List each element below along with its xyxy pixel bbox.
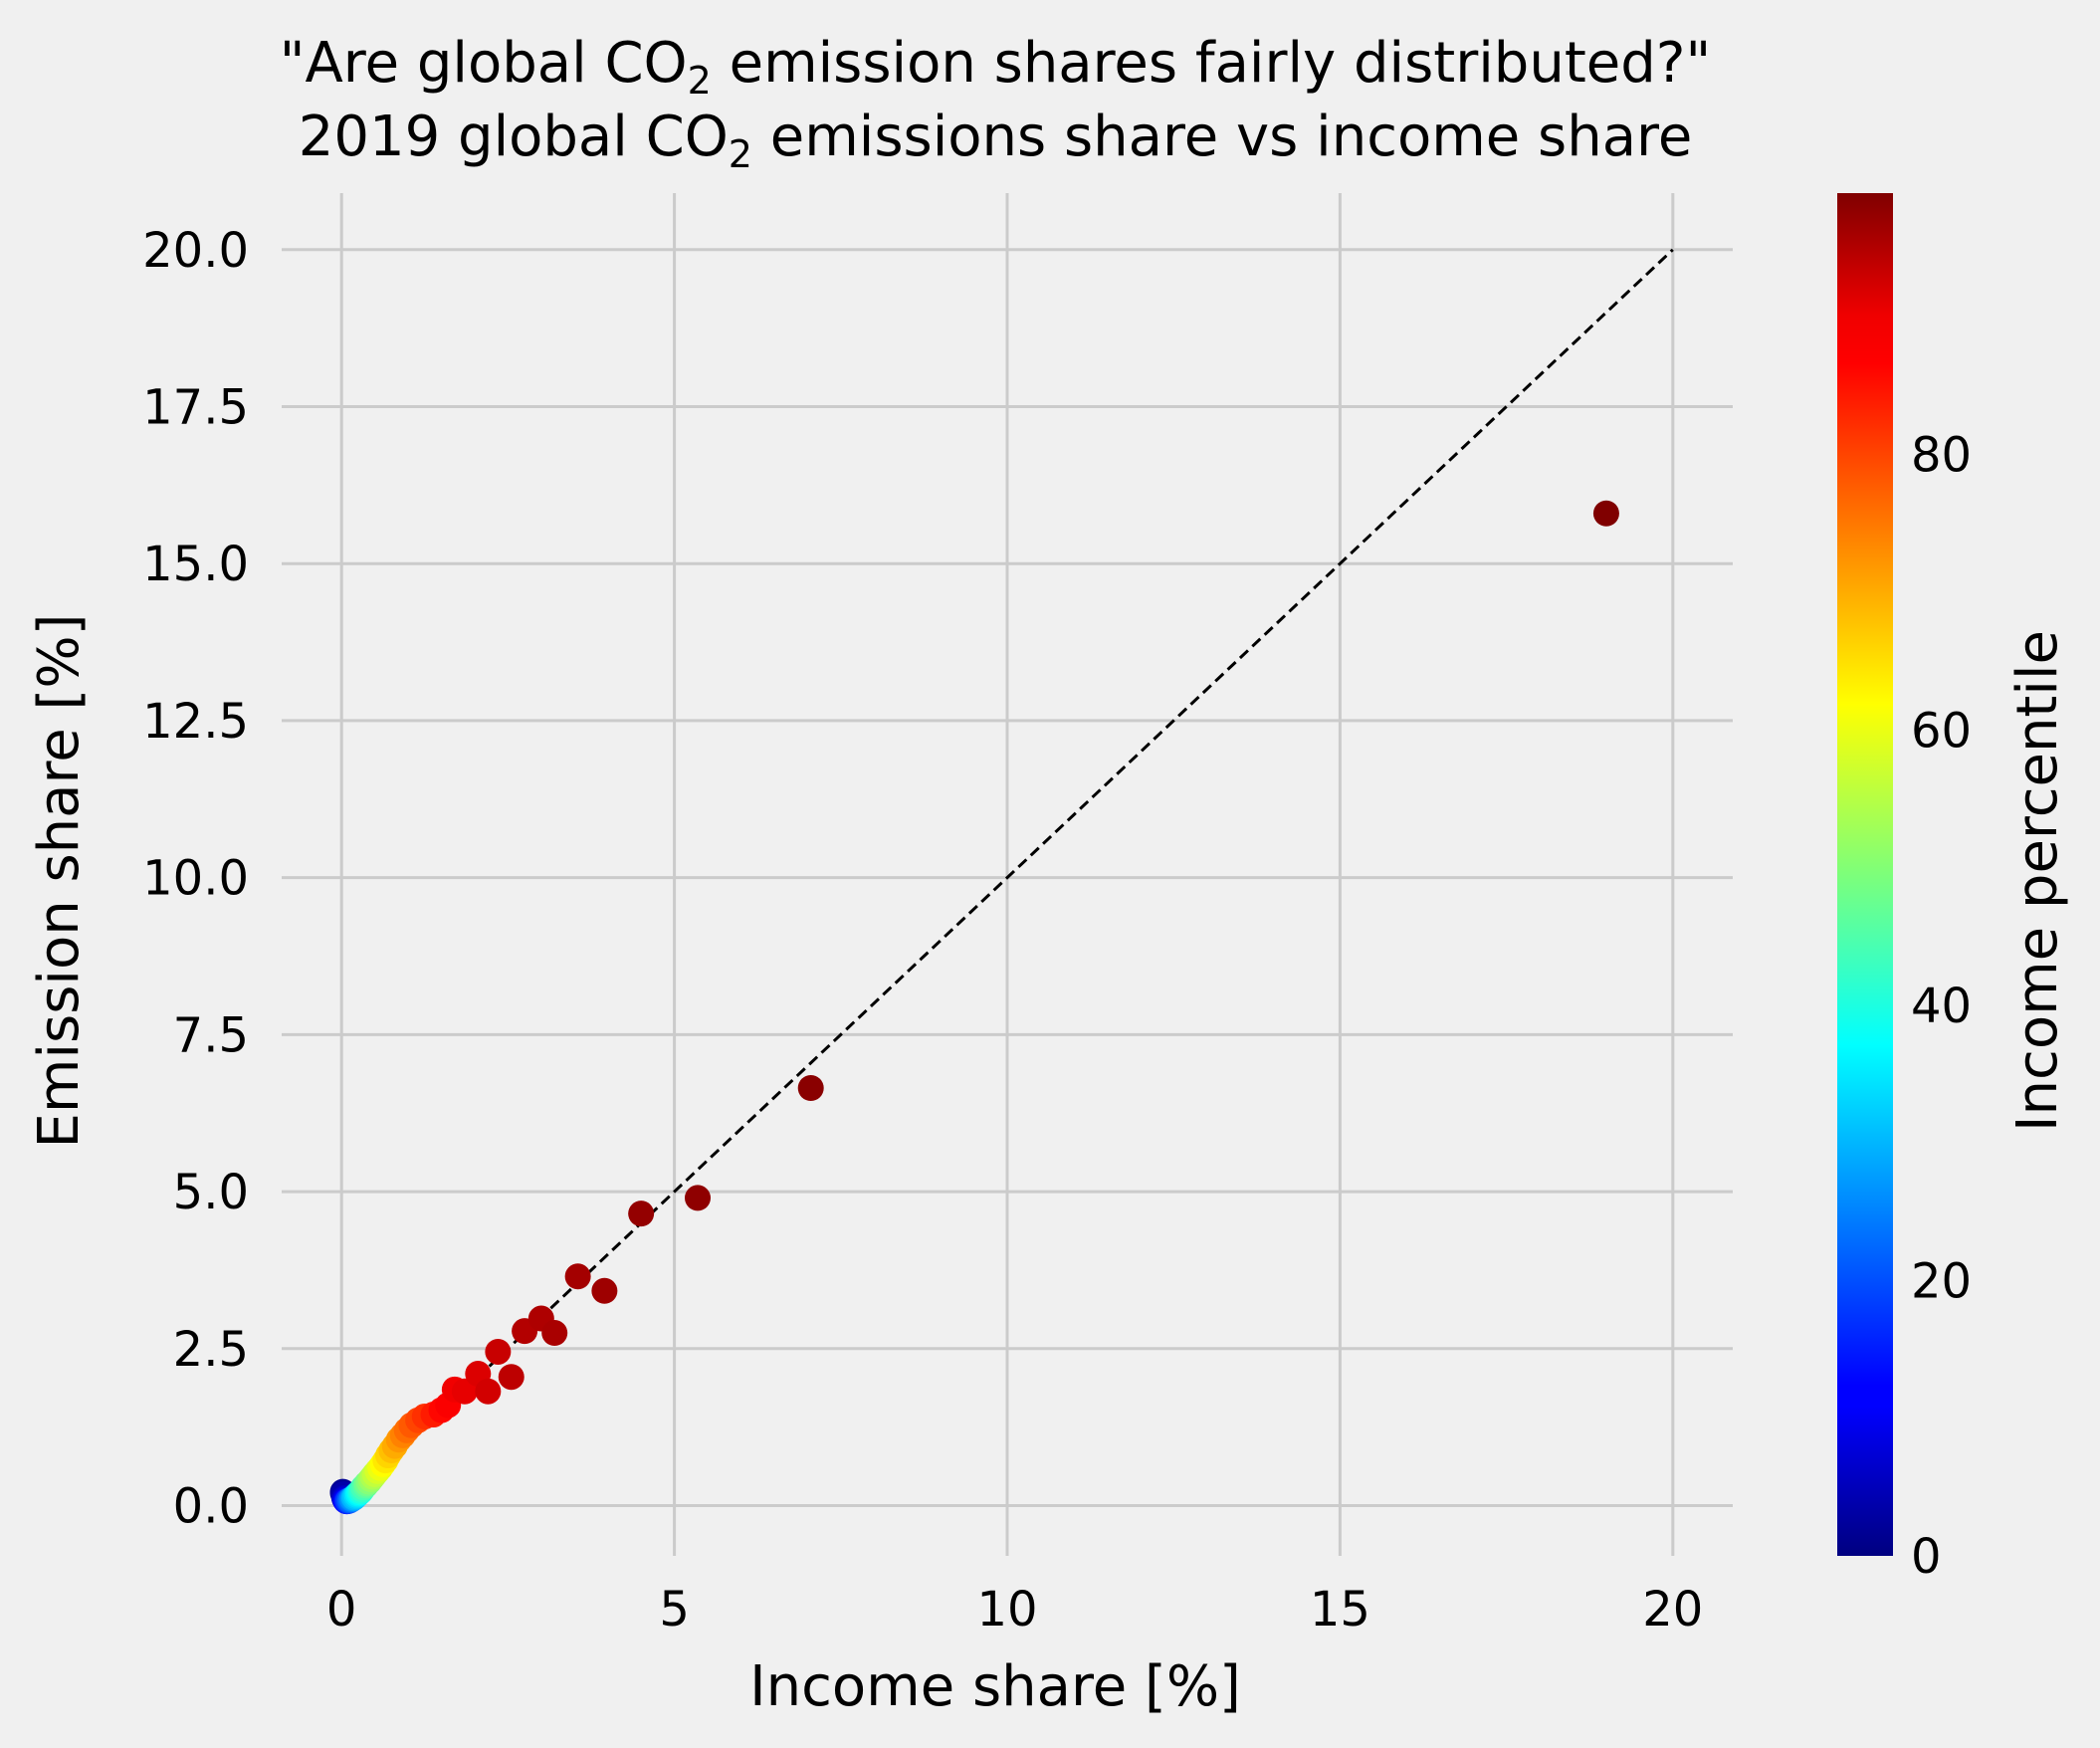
data-points	[329, 500, 1619, 1515]
colorbar-label: Income percentile	[2005, 630, 2070, 1132]
grid-lines	[282, 193, 1733, 1556]
y-tick-label: 7.5	[173, 1007, 249, 1063]
reference-line	[340, 248, 1674, 1507]
y-tick-label: 0.0	[173, 1479, 249, 1535]
data-point	[541, 1320, 568, 1347]
colorbar-tick-label: 60	[1911, 703, 1972, 759]
y-tick-label: 5.0	[173, 1165, 249, 1220]
chart-title-line2: 2019 global CO2 emissions share vs incom…	[299, 105, 1693, 176]
x-axis-ticks: 0 5 10 15 20	[326, 1582, 1703, 1638]
data-point	[451, 1378, 478, 1405]
y-tick-label: 20.0	[142, 223, 249, 279]
y-tick-label: 2.5	[173, 1322, 249, 1378]
data-point	[685, 1185, 712, 1211]
x-tick-label: 15	[1310, 1582, 1370, 1638]
data-point	[498, 1364, 525, 1391]
data-point	[797, 1074, 824, 1101]
x-axis-label: Income share [%]	[749, 1654, 1241, 1719]
y-tick-label: 15.0	[142, 537, 249, 592]
colorbar-ticks: 0 20 40 60 80	[1911, 428, 1972, 1585]
y-tick-label: 12.5	[142, 694, 249, 750]
data-point	[485, 1338, 512, 1365]
x-tick-label: 5	[659, 1582, 690, 1638]
x-tick-label: 10	[976, 1582, 1037, 1638]
colorbar-tick-label: 40	[1911, 979, 1972, 1034]
chart-title-line1: "Are global CO2 emission shares fairly d…	[280, 31, 1712, 103]
x-tick-label: 20	[1642, 1582, 1703, 1638]
colorbar-tick-label: 20	[1911, 1253, 1972, 1309]
colorbar-tick-label: 0	[1911, 1529, 1942, 1585]
x-tick-label: 0	[326, 1582, 357, 1638]
data-point	[591, 1277, 618, 1304]
data-point	[475, 1378, 502, 1405]
data-point	[1592, 500, 1619, 527]
equality-reference-line	[340, 248, 1674, 1507]
y-axis-label: Emission share [%]	[27, 614, 92, 1149]
y-tick-label: 10.0	[142, 851, 249, 907]
colorbar-tick-label: 80	[1911, 428, 1972, 484]
data-point	[628, 1201, 655, 1227]
colorbar	[1837, 193, 1893, 1556]
data-point	[564, 1263, 591, 1290]
y-axis-ticks: 0.0 2.5 5.0 7.5 10.0 12.5 15.0 17.5 20.0	[142, 223, 249, 1535]
y-tick-label: 17.5	[142, 379, 249, 435]
